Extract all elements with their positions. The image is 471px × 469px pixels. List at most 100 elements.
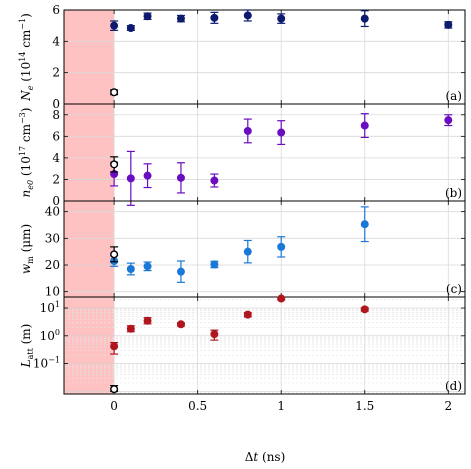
open-marker: [110, 250, 119, 259]
data-point: [277, 120, 286, 146]
shaded-region: [64, 201, 115, 297]
marker: [243, 126, 252, 135]
marker: [277, 14, 286, 23]
y-tick-label: 2: [52, 66, 60, 80]
data-point: [143, 261, 152, 272]
y-tick-label: 10: [45, 285, 60, 299]
data-point: [243, 9, 252, 22]
marker: [210, 260, 219, 269]
panel-tag: (a): [445, 89, 462, 103]
data-point: [277, 294, 286, 303]
data-point: [126, 262, 135, 276]
marker: [143, 12, 152, 21]
shaded-region: [64, 104, 115, 201]
x-tick-label: 0.5: [188, 399, 207, 413]
panel-c: 10 20 30 40 wm (μm) (c): [19, 200, 466, 299]
data-point: [277, 13, 286, 24]
marker: [277, 242, 286, 251]
marker: [277, 128, 286, 137]
data-point: [360, 305, 369, 314]
open-marker: [110, 160, 119, 169]
panel-frame: [63, 296, 466, 395]
marker: [210, 330, 219, 339]
data-point: [360, 113, 369, 139]
marker: [143, 262, 152, 271]
open-marker: [110, 88, 119, 97]
marker: [360, 14, 369, 23]
data-point: [126, 150, 135, 206]
panel-tag: (d): [445, 379, 462, 393]
marker: [243, 11, 252, 20]
y-tick-label: 0: [52, 97, 60, 111]
data-point: [243, 239, 252, 264]
marker: [360, 220, 369, 229]
shaded-region: [64, 297, 115, 394]
marker: [126, 265, 135, 273]
marker: [176, 320, 185, 329]
marker: [143, 171, 152, 180]
marker: [143, 316, 152, 325]
marker: [110, 21, 119, 30]
y-tick-label: 6: [52, 129, 60, 143]
marker: [360, 121, 369, 130]
open-marker: [110, 385, 119, 394]
marker: [277, 294, 286, 303]
data-point: [176, 14, 185, 23]
data-point: [277, 236, 286, 258]
open-data-point: [110, 88, 119, 97]
marker: [176, 14, 185, 23]
panel-a: 0 2 4 6 Ne (1014 cm−1) (a): [18, 3, 466, 111]
x-axis: Δt (ns) 0 0.5 1 1.5 2: [110, 399, 452, 464]
data-point: [110, 341, 119, 355]
shaded-region: [64, 10, 115, 104]
panel-tag: (c): [446, 282, 462, 296]
marker: [444, 20, 453, 29]
panel-b: 0 2 4 6 8 ne0 (1017 cm−3) (b): [18, 103, 466, 208]
x-tick-label: 1: [277, 399, 285, 413]
panel-tag: (b): [445, 186, 462, 200]
marker: [243, 247, 252, 256]
panels-layer: 0 2 4 6 Ne (1014 cm−1) (a) 0 2 4 6 8 ne0 (1017 cm−3…: [18, 3, 466, 395]
open-data-point: [110, 385, 119, 394]
data-point: [110, 20, 119, 31]
panel-frame: [63, 200, 466, 298]
y-tick-label: 4: [52, 34, 60, 48]
data-point: [444, 20, 453, 29]
panel-frame: [63, 103, 466, 202]
marker: [126, 324, 135, 333]
open-data-point: [110, 156, 119, 173]
data-point: [143, 163, 152, 189]
data-point: [143, 316, 152, 325]
data-point: [126, 24, 135, 33]
y-tick-label: 0: [52, 194, 60, 208]
data-point: [143, 12, 152, 21]
marker: [176, 267, 185, 276]
open-data-point: [110, 246, 119, 263]
marker: [126, 24, 135, 33]
data-point: [444, 114, 453, 127]
data-point: [210, 173, 219, 188]
panel-frame: [63, 9, 466, 105]
x-tick-label: 2: [444, 399, 452, 413]
data-point: [176, 320, 185, 329]
x-axis-label: Δt (ns): [245, 450, 286, 464]
y-axis-label: ne0 (1017 cm−3): [18, 108, 35, 198]
x-tick-label: 1.5: [355, 399, 374, 413]
data-point: [360, 10, 369, 28]
y-tick-label: 30: [45, 231, 60, 245]
panel-d: 10−1 100 101 Latt (m) (d): [19, 294, 466, 395]
marker: [210, 176, 219, 185]
y-axis-label: Ne (1014 cm−1): [18, 13, 35, 102]
y-tick-label: 40: [45, 205, 60, 219]
y-tick-label: 2: [52, 172, 60, 186]
marker: [126, 174, 135, 183]
data-point: [126, 324, 135, 333]
marker: [110, 342, 119, 351]
y-axis-label: wm (μm): [19, 224, 35, 274]
y-tick-label: 101: [40, 300, 60, 315]
data-point: [360, 206, 369, 243]
data-point: [176, 162, 185, 194]
marker: [360, 305, 369, 314]
y-axis-label: Latt (m): [19, 324, 35, 369]
